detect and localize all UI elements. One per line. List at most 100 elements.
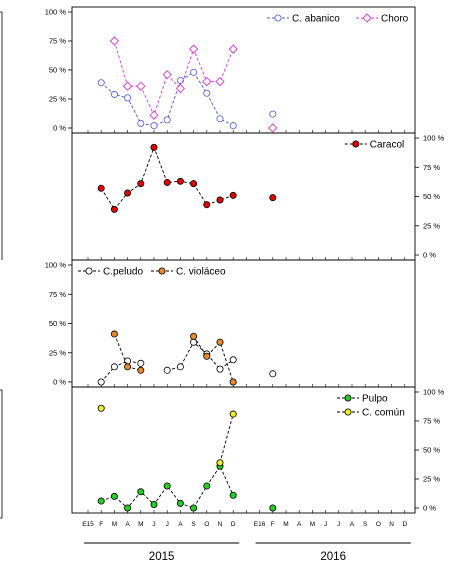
x-tick-label: J [337,521,340,528]
data-point [229,491,237,499]
data-point [176,363,184,371]
y-tick-label: 25 % [49,95,66,104]
data-point [137,366,145,374]
data-point [190,68,198,76]
x-tick-label: O [376,521,381,528]
y-tick-label: 25 % [423,221,440,230]
data-point [203,89,211,97]
y-tick-label: 50 % [49,66,66,75]
legend-label: Choro [381,14,409,25]
x-tick-label: M [112,521,117,528]
data-point [175,83,186,94]
x-tick-label: D [231,521,236,528]
panel-frame [71,386,416,514]
y-tick-label: 100 % [45,8,67,17]
data-point [229,410,237,418]
data-point [362,13,372,23]
panel-frame [71,132,416,261]
data-point [124,189,132,197]
series-line [219,413,234,463]
data-point [352,140,360,148]
year-label: 2016 [320,551,346,563]
y-tick-label: 75 % [423,417,440,426]
data-point [188,44,199,54]
y-tick-label: 100 % [45,261,67,270]
data-point [110,492,118,500]
x-tick-label: A [125,521,130,528]
data-point [268,123,278,133]
series-line [113,40,234,117]
y-tick-label: 50 % [49,319,66,328]
data-point [203,201,211,209]
data-point [137,359,145,367]
x-tick-label: E16 [254,521,266,528]
data-point [229,191,237,199]
x-tick-label: O [204,521,209,528]
legend-label: C.peludo [103,267,143,278]
data-point [163,366,171,374]
data-point [202,76,212,87]
data-point [216,365,224,373]
y-tick-label: 25 % [49,348,66,357]
data-point [216,338,224,346]
x-tick-label: S [363,521,368,528]
data-point [269,370,277,378]
x-tick-label: M [283,521,288,528]
data-point [158,267,166,275]
panel-2: 0 % 25 % 50 % 75 % 100 % Caracol [71,132,445,261]
data-point [229,356,237,364]
y-tick-label: 0 % [423,504,436,513]
data-point [124,357,132,365]
legend-label: C. violáceo [176,267,226,278]
x-tick-label: J [166,521,169,528]
y-tick-label: 25 % [423,475,440,484]
data-point [190,180,198,188]
data-point [190,338,198,346]
data-point [203,482,211,490]
data-point [124,504,132,512]
data-point [124,94,132,102]
legend: C. abanico Choro [267,13,409,25]
y-tick-label: 0 % [53,124,66,133]
data-point [269,504,277,512]
series-c-viol-ceo [110,330,237,386]
y-tick-label: 75 % [49,37,66,46]
data-point [85,267,93,275]
x-tick-label: J [152,521,155,528]
data-point [229,378,237,386]
data-point [216,459,224,467]
data-point [122,81,133,91]
x-tick-label: N [218,521,223,528]
data-point [109,36,120,46]
series-line [100,146,234,211]
panel-3: 0 % 25 % 50 % 75 % 100 % C.peludo C. violáceo [45,259,416,388]
data-point [150,143,158,151]
year-label: 2015 [149,551,175,563]
y-tick-label: 75 % [423,163,440,172]
data-point [229,122,237,130]
data-point [110,363,118,371]
panel-frame [71,259,416,388]
data-point [203,352,211,360]
x-tick-label: S [191,521,196,528]
data-point [97,378,105,386]
data-point [110,205,118,213]
x-tick-label: A [297,521,302,528]
series-c-com-n [97,404,237,467]
legend-label: Caracol [370,140,404,151]
series-c-abanico [97,68,277,130]
data-point [269,110,277,118]
y-tick-label: 100 % [423,388,445,397]
x-tick-label: A [178,521,183,528]
legend: Pulpo C. común [337,394,405,419]
legend: C.peludo C. violáceo [78,267,226,278]
series-c-peludo [97,338,277,386]
data-point [97,404,105,412]
data-point [163,178,171,186]
data-point [162,70,172,80]
x-tick-label: M [138,521,143,528]
panel-frame [71,6,416,134]
series-caracol [97,143,277,213]
data-point [110,90,118,98]
